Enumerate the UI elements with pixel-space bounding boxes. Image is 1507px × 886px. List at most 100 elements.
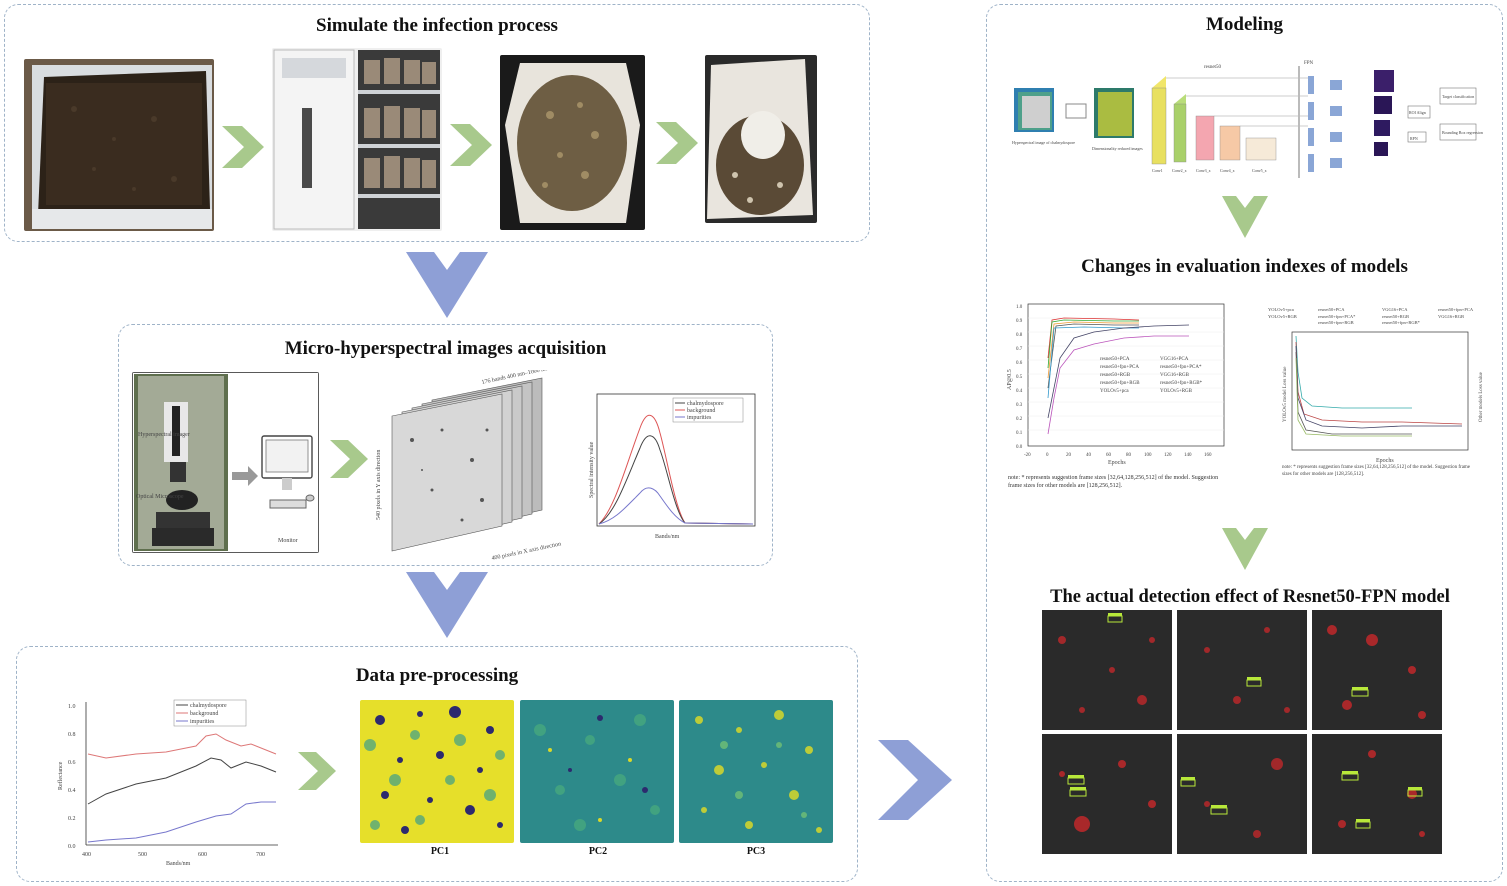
spectrum-legend-box: chalmydospore background impurities: [672, 397, 744, 423]
reflectance-ytick: 0.4: [68, 788, 76, 794]
ap-note: note: * represents suggestion frame size…: [1008, 475, 1219, 489]
arrow-right-icon: [330, 440, 368, 478]
ap-xtick: -20: [1024, 453, 1031, 458]
arch-text-reduced: Dimensionality reduced images: [1092, 146, 1143, 151]
detection-image-2: [1177, 610, 1307, 730]
ap-legend-item: YOLOv5+RGB: [1160, 389, 1193, 394]
ap-ytick: 0.8: [1016, 333, 1023, 338]
pc1-label: PC1: [430, 846, 450, 857]
loss-legend-item: resnet50+RGB: [1382, 314, 1409, 319]
loss-legend-item: YOLOv5+RGB: [1268, 314, 1297, 319]
reflectance-ytick: 1.0: [68, 704, 76, 710]
loss-legend-item: VGG16+PCA: [1382, 307, 1408, 312]
ap-legend-item: resnet50+fpn+PCA: [1100, 365, 1139, 370]
pc2-image: [520, 700, 674, 843]
stage-acquisition-title: Micro-hyperspectral images acquisition: [284, 338, 607, 359]
arrow-right-icon: [450, 124, 492, 166]
loss-legend-item: resnet50+fpn+PCA: [1438, 307, 1474, 312]
reflectance-ytick: 0.8: [68, 732, 76, 738]
ap-legend-item: resnet50+fpn+PCA*: [1160, 365, 1202, 370]
loss-legend-item: resnet50+fpn+RGB: [1318, 320, 1354, 325]
reflectance-xtick: 600: [198, 852, 207, 858]
ap-ytick: 0.0: [1016, 445, 1023, 450]
loss-ylabel-left: YOLOv5 model Loss value: [1283, 366, 1288, 422]
arch-text-conv2: Conv2_x: [1172, 168, 1187, 173]
label-optical-microscope: Optical Microscope: [136, 494, 184, 500]
ap-ytick: 0.4: [1016, 389, 1023, 394]
reflectance-chart: 1.0 0.8 0.6 0.4 0.2 0.0 400 500 600 700 …: [57, 699, 278, 867]
spectrum-ylabel: Spectral intensity value: [589, 441, 595, 498]
arrow-right-icon: [878, 740, 952, 820]
ap-xtick: 0: [1046, 453, 1049, 458]
ap-ylabel: AP@0.5: [1007, 369, 1013, 390]
loss-note: note: * represents suggestion frame size…: [1282, 465, 1471, 477]
photo-mushroom-growth: [705, 55, 817, 223]
photo-incubator: [272, 48, 442, 231]
pc3-label: PC3: [746, 846, 766, 857]
detection-title: The actual detection effect of Resnet50-…: [1050, 587, 1450, 607]
label-hyperspectral-imager: Hyperspectral imager: [138, 432, 190, 438]
ap-chart: resnet50+PCA VGG16+PCA resnet50+fpn+PCA …: [1007, 303, 1225, 466]
arch-text-resnet50: resnet50: [1204, 65, 1221, 70]
reflectance-xlabel: Bands/nm: [166, 861, 191, 867]
ap-ytick: 0.1: [1016, 431, 1023, 436]
ap-ytick: 0.7: [1016, 347, 1023, 352]
loss-ylabel-right: Other models Loss value: [1479, 371, 1484, 422]
loss-legend-item: YOLOv5+pca: [1268, 307, 1294, 312]
ap-legend-box: resnet50+PCA VGG16+PCA resnet50+fpn+PCA …: [1100, 357, 1203, 394]
spectrum-legend-chalmydospore: chalmydospore: [687, 401, 724, 407]
reflectance-ytick: 0.6: [68, 760, 76, 766]
arrow-right-icon: [222, 126, 264, 168]
detection-image-3: [1312, 610, 1442, 730]
ap-legend-item: resnet50+RGB: [1100, 373, 1131, 378]
modeling-title: Modeling: [1205, 14, 1284, 35]
arch-text-bbox-regression: Bounding Box regression: [1442, 130, 1483, 135]
ap-ytick: 0.9: [1016, 319, 1023, 324]
ap-xtick: 20: [1066, 453, 1072, 458]
arrow-right-icon: [298, 752, 336, 790]
ap-legend-item: resnet50+fpn+RGB*: [1160, 381, 1203, 386]
reflectance-xtick: 400: [82, 852, 91, 858]
arrow-right-icon: [656, 122, 698, 164]
evaluation-title: Changes in evaluation indexes of models: [1081, 256, 1408, 277]
arrow-down-icon: [406, 572, 488, 638]
ap-ytick: 0.3: [1016, 403, 1023, 408]
photo-compost-bag: [500, 55, 645, 230]
arch-text-conv3: Conv3_x: [1196, 168, 1211, 173]
reflectance-legend-chalmydospore: chalmydospore: [190, 703, 227, 709]
pc2-label: PC2: [588, 846, 608, 857]
ap-legend-item: VGG16+RGB: [1160, 373, 1190, 378]
loss-legend-item: resnet50+fpn+RGB*: [1382, 320, 1421, 325]
ap-legend-item: resnet50+PCA: [1100, 357, 1130, 362]
ap-xtick: 60: [1106, 453, 1112, 458]
ap-xtick: 140: [1184, 453, 1192, 458]
arrow-down-icon: [406, 252, 488, 318]
detection-image-5: [1177, 734, 1307, 854]
photo-soil-container: [24, 59, 214, 231]
ap-ytick: 0.5: [1016, 375, 1023, 380]
arch-text-conv5: Conv5_x: [1252, 168, 1267, 173]
arch-text-target-classification: Target classification: [1442, 94, 1474, 99]
loss-legend-item: resnet50+PCA: [1318, 307, 1345, 312]
arrow-down-icon: [1222, 196, 1268, 238]
ap-legend-item: YOLOv5+pca: [1100, 389, 1129, 394]
ap-xtick: 80: [1126, 453, 1132, 458]
detection-image-1: [1042, 610, 1172, 730]
loss-legend-item: resnet50+fpn+PCA*: [1318, 314, 1356, 319]
arch-text-rpn: RPN: [1410, 136, 1418, 141]
reflectance-ytick: 0.2: [68, 816, 76, 822]
reflectance-ytick: 0.0: [68, 844, 76, 850]
stage-simulate-title: Simulate the infection process: [316, 15, 558, 36]
spectrum-legend-impurities: impurities: [687, 415, 712, 421]
reflectance-ylabel: Reflectance: [57, 761, 64, 790]
arch-text-input: Hyperspectral image of chalmydospore: [1012, 140, 1075, 145]
arch-text-roi-align: ROI Align: [1409, 110, 1426, 115]
cube-label-x: 400 pixels in X axis direction: [491, 541, 562, 562]
loss-xlabel: Epochs: [1376, 458, 1394, 464]
ap-legend-item: resnet50+fpn+RGB: [1100, 381, 1140, 386]
reflectance-xtick: 700: [256, 852, 265, 858]
ap-xlabel: Epochs: [1108, 460, 1126, 466]
loss-chart: YOLOv5+pca YOLOv5+RGB resnet50+PCA resne…: [1264, 304, 1488, 464]
cube-label-y: 540 pixels in Y axis direction: [376, 450, 382, 520]
stage-preprocessing-title: Data pre-processing: [355, 665, 519, 686]
